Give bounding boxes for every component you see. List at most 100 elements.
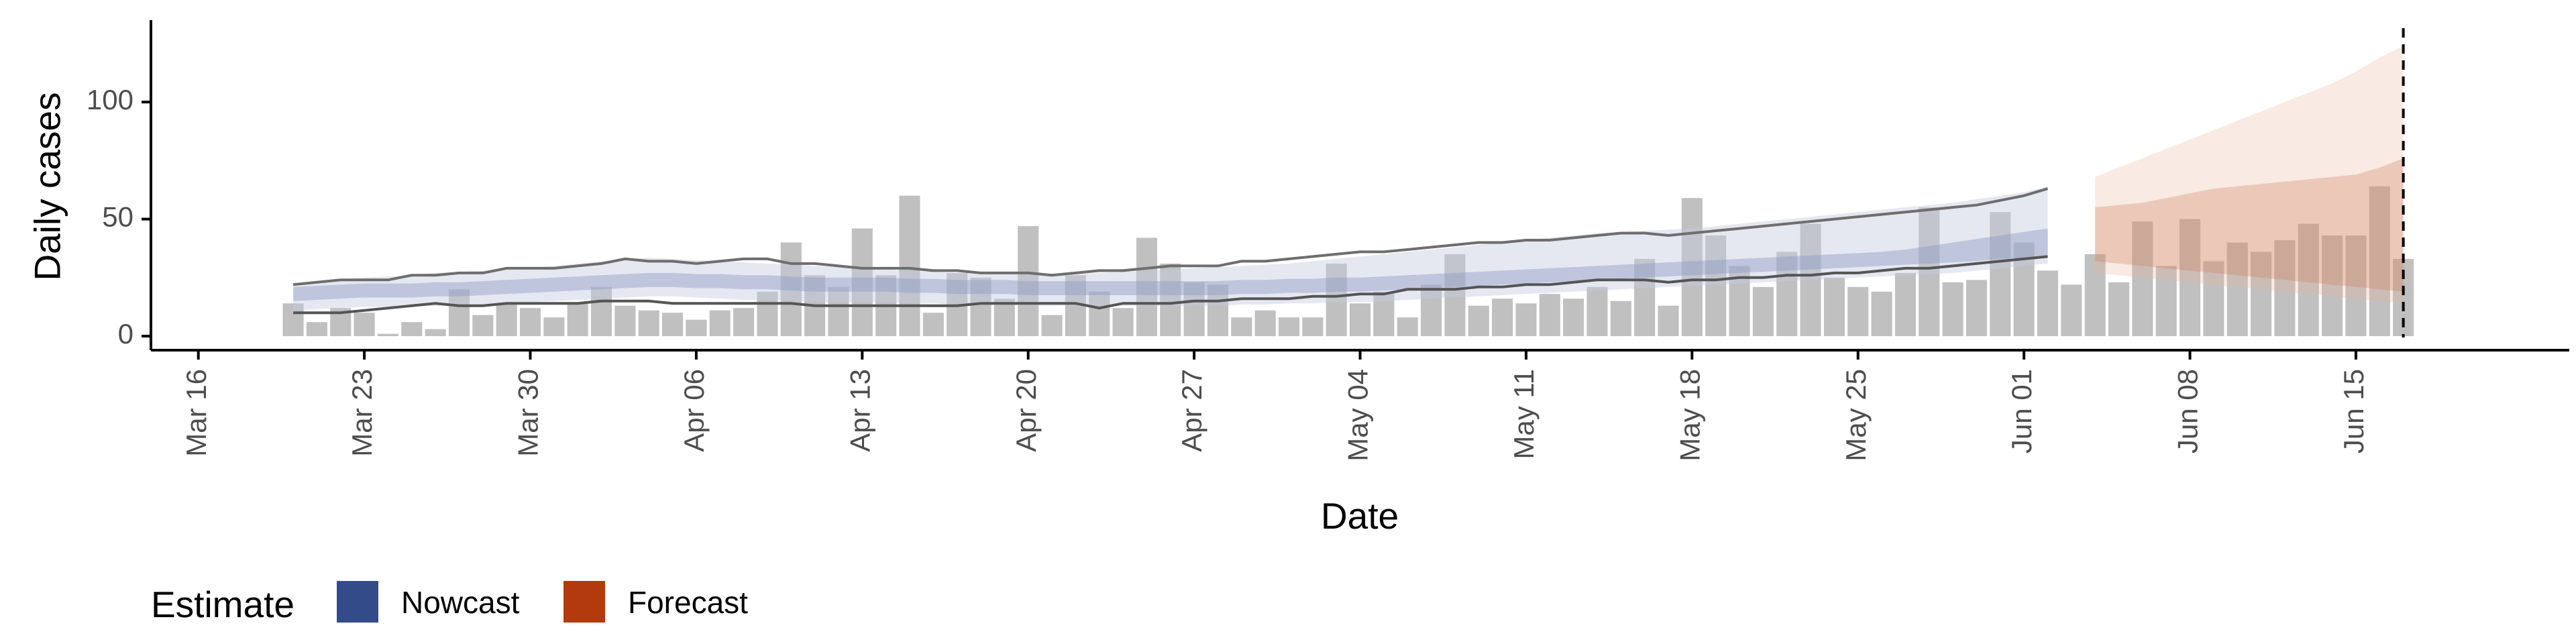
x-tick-label: Mar 16 [180,369,212,457]
y-ticks: 0 50 100 [87,84,151,350]
bar [2203,261,2224,337]
bar [377,333,398,337]
bar [899,195,920,337]
bar [1610,301,1631,337]
bar [1587,286,1608,337]
bar [567,303,588,337]
bar [1634,258,1656,337]
legend-label-forecast: Forecast [628,585,748,620]
bar [1539,294,1560,337]
bar [1776,252,1798,337]
bar [1847,286,1869,337]
bar [306,322,327,337]
bar [590,286,612,337]
x-tick-label: Mar 30 [513,369,544,457]
plot-layer [282,28,2414,338]
bar [1468,305,1489,337]
bar [1302,317,1324,337]
bar [2250,252,2272,337]
bar [2179,219,2201,337]
bar [2155,266,2177,337]
bar [638,310,659,337]
x-tick-label: Jun 08 [2172,369,2204,453]
bar [922,313,944,337]
x-tick-label: Apr 20 [1010,369,1042,452]
legend-swatch-forecast [564,581,605,623]
bar [2084,254,2106,337]
legend-label-nowcast: Nowcast [401,585,520,620]
bar [282,303,304,337]
bar [1089,291,1110,337]
bar [1112,308,1134,337]
bar [1420,284,1442,337]
bar [851,228,873,337]
bar [1136,237,1157,337]
bar [1752,286,1774,337]
bar [1681,198,1703,337]
forecast-outer-band [2095,46,2404,304]
bar [519,308,541,337]
bar [1183,282,1205,337]
x-tick-label: May 25 [1840,369,1872,462]
bar [1444,254,1466,337]
bar [709,310,731,337]
x-tick-label: Mar 23 [346,369,378,457]
x-tick-label: Jun 15 [2338,369,2369,453]
bar [2132,221,2153,337]
bar [1254,310,1276,337]
bar [733,308,755,337]
x-tick-label: Apr 27 [1176,369,1208,452]
bar [1160,263,1181,337]
bar [2274,240,2296,337]
bar [1373,291,1395,337]
bar [1871,291,1892,337]
x-tick-label: May 11 [1508,369,1540,460]
bar [448,289,470,337]
bar [1041,315,1063,337]
x-axis-title: Date [1321,495,1399,537]
bar [472,315,494,337]
legend: Estimate Nowcast Forecast [151,581,748,625]
bar [1397,317,1418,337]
bar [1658,305,1679,337]
nowcast-inner-band [293,228,2048,301]
bar [686,319,707,337]
x-tick-label: Jun 01 [2006,369,2037,453]
bar [1207,284,1228,337]
bar [1278,317,1300,337]
bar [1919,207,1940,337]
bar [401,322,423,337]
bar [2322,235,2343,337]
x-tick-label: Apr 06 [678,369,710,452]
bar [1349,303,1371,337]
y-tick-label: 0 [118,318,133,350]
legend-title: Estimate [151,584,294,625]
x-tick-label: May 04 [1342,369,1374,462]
bar [1800,223,1821,337]
bar [1894,272,1916,337]
bar [1823,277,1845,337]
bar [1563,299,1585,337]
bar [2037,270,2059,337]
legend-swatch-nowcast [337,581,378,623]
upper-bound-line [292,187,2049,286]
y-tick-label: 50 [102,201,133,233]
bar [661,313,684,337]
y-tick-label: 100 [87,84,133,115]
bar [1515,303,1537,337]
forecast-inner-band [2095,158,2404,292]
y-axis-title: Daily cases [27,92,68,280]
bar [1018,226,1039,337]
bar [354,313,375,337]
bar [2226,242,2248,337]
bar [1942,282,1964,337]
bar [543,317,565,337]
bar [1966,280,1987,337]
bar [496,303,517,337]
bar [1326,263,1347,337]
bar [2061,284,2082,337]
x-ticks: Mar 16 Mar 23 Mar 30 Apr 06 Apr 13 Apr 20 Apr … [180,350,2369,462]
bar [970,277,991,337]
bar [1231,317,1252,337]
bar [2369,186,2390,337]
